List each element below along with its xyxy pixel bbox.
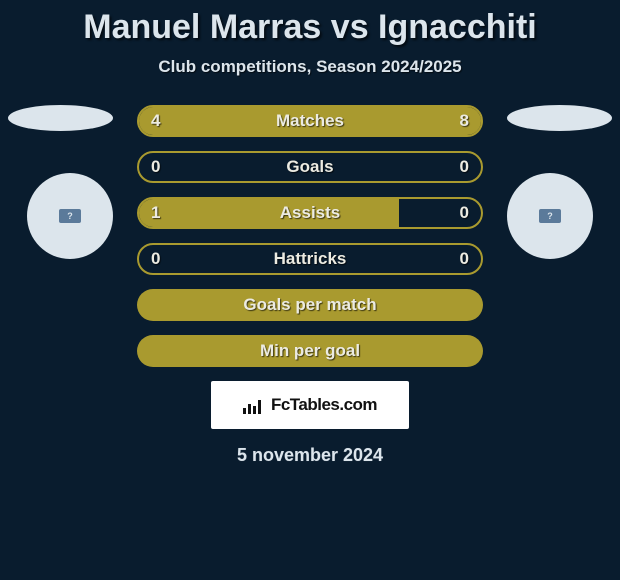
stat-bar-assists: Assists 1 0 <box>137 197 483 229</box>
bar-value-right: 8 <box>460 111 469 131</box>
bar-label: Goals per match <box>243 295 376 315</box>
bar-label: Hattricks <box>274 249 347 269</box>
logo-box: FcTables.com <box>211 381 409 429</box>
stat-bar-min-per-goal: Min per goal <box>137 335 483 367</box>
stat-bar-hattricks: Hattricks 0 0 <box>137 243 483 275</box>
stat-bar-goals-per-match: Goals per match <box>137 289 483 321</box>
bar-value-left: 4 <box>151 111 160 131</box>
logo-text: FcTables.com <box>271 395 377 415</box>
player-right-badge <box>507 173 593 259</box>
bar-value-left: 1 <box>151 203 160 223</box>
bar-value-left: 0 <box>151 249 160 269</box>
bar-value-left: 0 <box>151 157 160 177</box>
player-right-ellipse <box>507 105 612 131</box>
content-area: Matches48Goals00Assists10Hattricks00Goal… <box>0 105 620 466</box>
player-left-badge <box>27 173 113 259</box>
comparison-subtitle: Club competitions, Season 2024/2025 <box>0 57 620 77</box>
comparison-title: Manuel Marras vs Ignacchiti <box>0 0 620 47</box>
bar-value-right: 0 <box>460 157 469 177</box>
bar-label: Min per goal <box>260 341 360 361</box>
stat-bars: Matches48Goals00Assists10Hattricks00Goal… <box>137 105 483 367</box>
bar-left-fill <box>139 199 399 227</box>
stat-bar-matches: Matches 4 8 <box>137 105 483 137</box>
bar-value-right: 0 <box>460 203 469 223</box>
player-left-ellipse <box>8 105 113 131</box>
bar-label: Goals <box>286 157 333 177</box>
placeholder-icon <box>539 209 561 223</box>
bar-label: Assists <box>280 203 340 223</box>
bars-icon <box>243 396 265 414</box>
stat-bar-goals: Goals 0 0 <box>137 151 483 183</box>
placeholder-icon <box>59 209 81 223</box>
bar-label: Matches <box>276 111 344 131</box>
date-text: 5 november 2024 <box>0 445 620 466</box>
bar-value-right: 0 <box>460 249 469 269</box>
